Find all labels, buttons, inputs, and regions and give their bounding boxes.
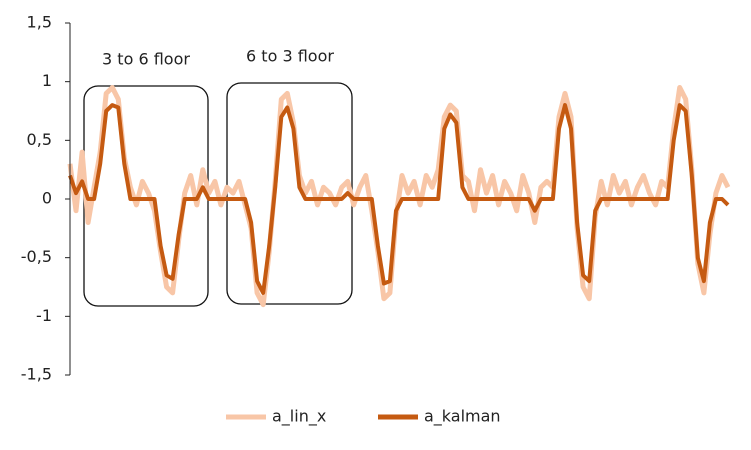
- y-tick-label: -1,5: [21, 365, 52, 384]
- annotation: 6 to 3 floor: [246, 47, 334, 66]
- y-tick-label: 0: [42, 189, 52, 208]
- y-tick-label: 0,5: [27, 130, 52, 149]
- line-series: [68, 103, 730, 295]
- legend-label: a_lin_x: [272, 407, 326, 427]
- y-tick-label: 1,5: [27, 13, 52, 32]
- y-tick-label: 1: [42, 71, 52, 90]
- y-tick-label: -0,5: [21, 247, 52, 266]
- y-tick-label: -1: [36, 306, 52, 325]
- legend-label: a_kalman: [424, 407, 501, 427]
- plot-area: [67, 85, 731, 308]
- annotation: 3 to 6 floor: [102, 50, 190, 69]
- line-series: [67, 85, 731, 308]
